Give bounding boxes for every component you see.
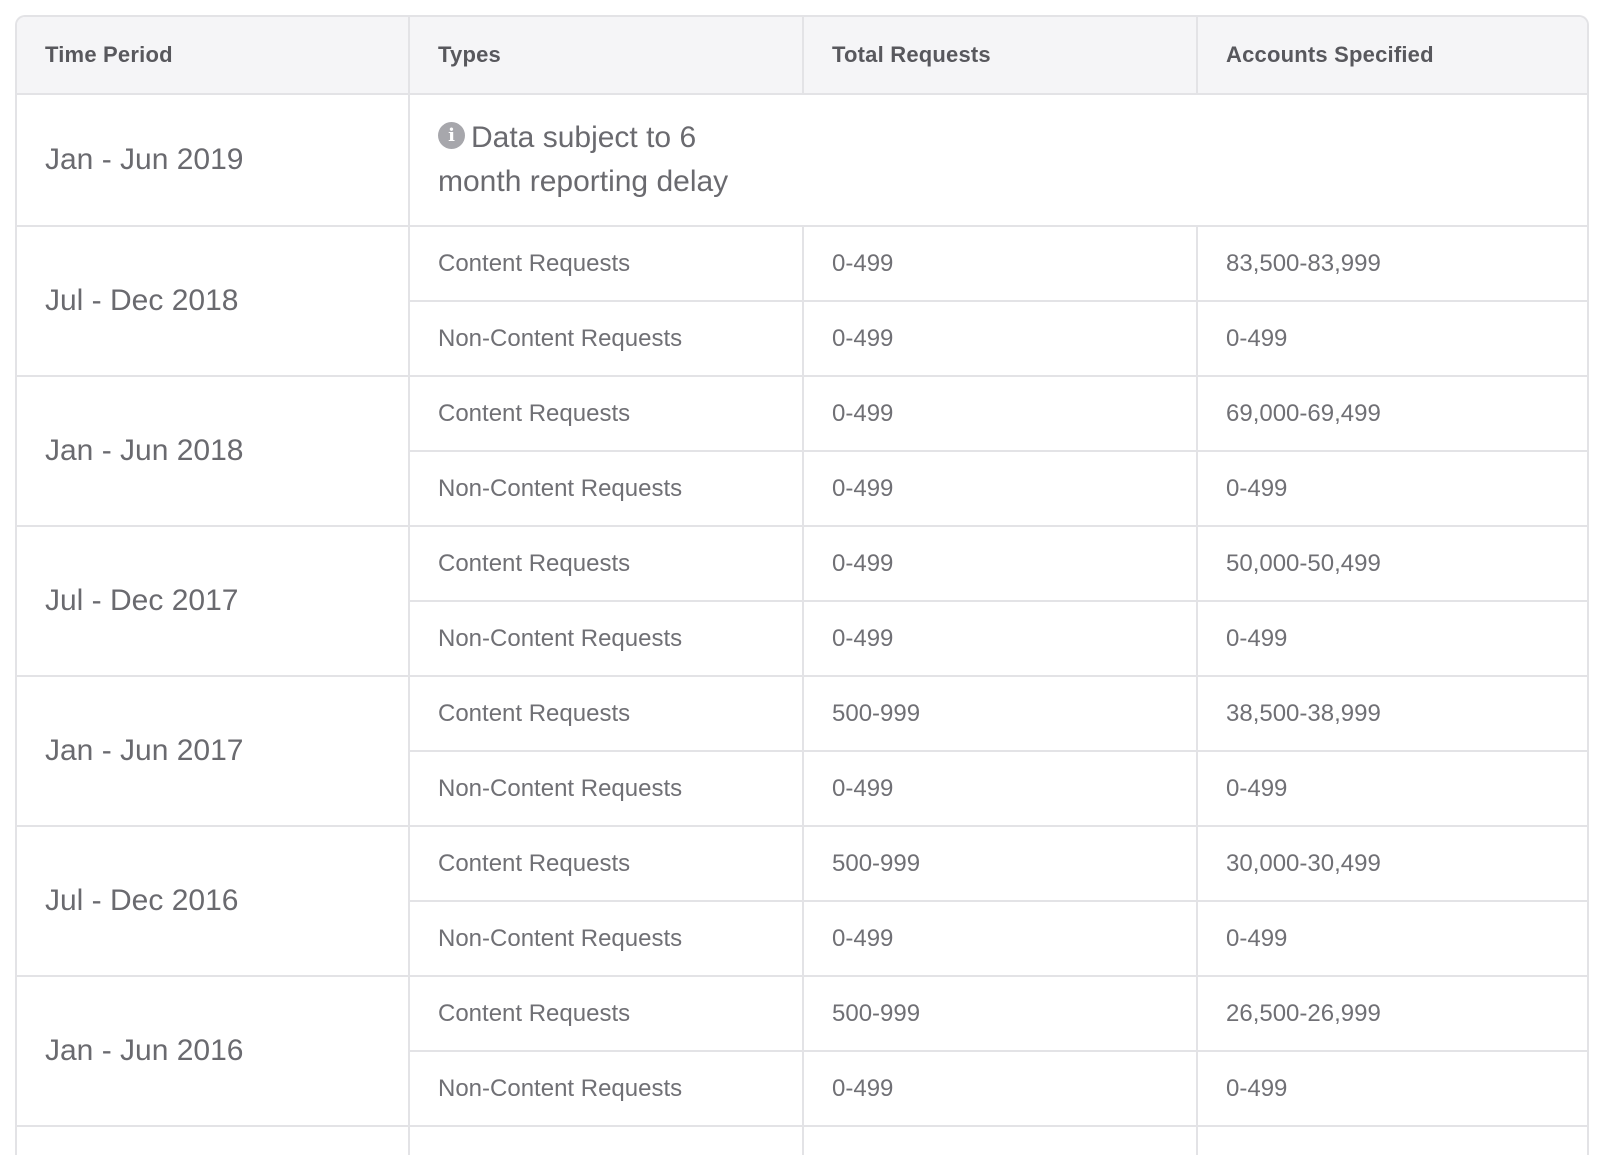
total-requests-cell: 500-999 <box>802 976 1197 1052</box>
period-cell: Jul - Dec 2016 <box>17 826 409 977</box>
table-row: Jul - Dec 2017 Content Requests 0-499 50… <box>17 526 1587 677</box>
table-row: Jan - Jun 2017 Content Requests 500-999 … <box>17 676 1587 827</box>
accounts-specified-cell: 26,500-26,999 <box>1196 976 1587 1052</box>
accounts-specified-cell: 38,500-38,999 <box>1196 676 1587 752</box>
total-requests-cell <box>802 1126 1197 1155</box>
total-requests-cell: 0-499 <box>802 1051 1197 1127</box>
type-cell: Content Requests <box>408 826 803 902</box>
header-time-period: Time Period <box>17 17 409 95</box>
accounts-specified-cell: 0-499 <box>1196 751 1587 827</box>
total-requests-cell: 0-499 <box>802 451 1197 527</box>
table-row: Non-Content Requests 0-499 0-499 <box>17 751 1587 827</box>
header-row: Time Period Types Total Requests Account… <box>17 17 1587 95</box>
accounts-specified-cell: 0-499 <box>1196 601 1587 677</box>
header-total-requests: Total Requests <box>802 17 1197 95</box>
type-cell: Non-Content Requests <box>408 301 803 377</box>
accounts-specified-cell: 30,000-30,499 <box>1196 826 1587 902</box>
table-row <box>17 1126 1587 1155</box>
accounts-specified-cell: 0-499 <box>1196 1051 1587 1127</box>
period-cell: Jan - Jun 2019 <box>17 94 409 227</box>
period-cell: Jan - Jun 2017 <box>17 676 409 827</box>
total-requests-cell: 0-499 <box>802 526 1197 602</box>
table-body: Jan - Jun 2019 i Data subject to 6 month … <box>17 94 1587 1155</box>
info-icon: i <box>438 122 465 149</box>
table-row: Non-Content Requests 0-499 0-499 <box>17 901 1587 977</box>
table-row: Non-Content Requests 0-499 0-499 <box>17 301 1587 377</box>
accounts-specified-cell <box>1196 1126 1587 1155</box>
type-cell: Content Requests <box>408 676 803 752</box>
table-row: Jan - Jun 2018 Content Requests 0-499 69… <box>17 376 1587 527</box>
accounts-specified-cell: 83,500-83,999 <box>1196 226 1587 302</box>
accounts-specified-cell: 69,000-69,499 <box>1196 376 1587 452</box>
total-requests-cell: 500-999 <box>802 676 1197 752</box>
type-cell <box>408 1126 803 1155</box>
notice-content: i Data subject to 6 month reporting delay <box>438 116 768 204</box>
period-cell: Jan - Jun 2016 <box>17 976 409 1127</box>
table-row: Jan - Jun 2016 Content Requests 500-999 … <box>17 976 1587 1127</box>
total-requests-cell: 0-499 <box>802 601 1197 677</box>
table-row: Non-Content Requests 0-499 0-499 <box>17 1051 1587 1127</box>
reporting-delay-notice: i Data subject to 6 month reporting delay <box>408 94 1587 227</box>
header-types: Types <box>408 17 803 95</box>
type-cell: Content Requests <box>408 526 803 602</box>
total-requests-cell: 0-499 <box>802 751 1197 827</box>
total-requests-cell: 500-999 <box>802 826 1197 902</box>
accounts-specified-cell: 0-499 <box>1196 451 1587 527</box>
type-cell: Non-Content Requests <box>408 601 803 677</box>
type-cell: Non-Content Requests <box>408 1051 803 1127</box>
table-row: Jul - Dec 2016 Content Requests 500-999 … <box>17 826 1587 977</box>
period-cell: Jul - Dec 2017 <box>17 526 409 677</box>
total-requests-cell: 0-499 <box>802 301 1197 377</box>
table-header: Time Period Types Total Requests Account… <box>17 17 1587 95</box>
requests-table: Time Period Types Total Requests Account… <box>17 17 1587 1155</box>
accounts-specified-cell: 50,000-50,499 <box>1196 526 1587 602</box>
total-requests-cell: 0-499 <box>802 901 1197 977</box>
type-cell: Non-Content Requests <box>408 451 803 527</box>
table-row: Jan - Jun 2019 i Data subject to 6 month … <box>17 94 1587 227</box>
period-cell: Jul - Dec 2018 <box>17 226 409 377</box>
type-cell: Content Requests <box>408 976 803 1052</box>
requests-table-container: Time Period Types Total Requests Account… <box>15 15 1589 1155</box>
accounts-specified-cell: 0-499 <box>1196 901 1587 977</box>
type-cell: Content Requests <box>408 376 803 452</box>
table-row: Non-Content Requests 0-499 0-499 <box>17 601 1587 677</box>
type-cell: Non-Content Requests <box>408 901 803 977</box>
total-requests-cell: 0-499 <box>802 226 1197 302</box>
notice-text: Data subject to 6 month reporting delay <box>438 121 729 198</box>
table-row: Non-Content Requests 0-499 0-499 <box>17 451 1587 527</box>
type-cell: Non-Content Requests <box>408 751 803 827</box>
period-cell <box>17 1126 409 1155</box>
header-accounts-specified: Accounts Specified <box>1196 17 1587 95</box>
type-cell: Content Requests <box>408 226 803 302</box>
period-cell: Jan - Jun 2018 <box>17 376 409 527</box>
total-requests-cell: 0-499 <box>802 376 1197 452</box>
accounts-specified-cell: 0-499 <box>1196 301 1587 377</box>
table-row: Jul - Dec 2018 Content Requests 0-499 83… <box>17 226 1587 377</box>
